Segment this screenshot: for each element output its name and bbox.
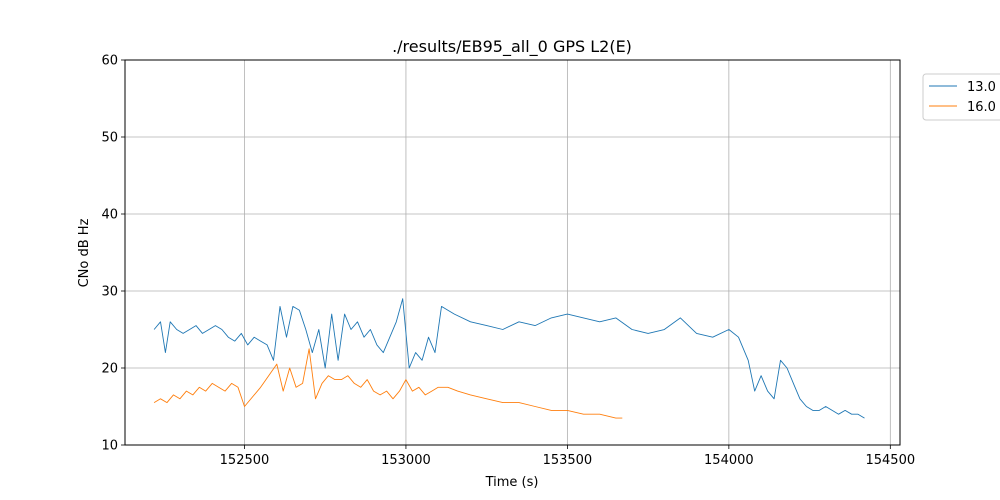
y-tick-label: 50: [101, 131, 118, 146]
x-tick-label: 152500: [220, 453, 270, 468]
x-tick-label: 153500: [543, 453, 593, 468]
x-tick-label: 153000: [381, 453, 431, 468]
legend-label-series-2: 16.0: [967, 100, 996, 115]
y-tick-label: 10: [101, 439, 118, 454]
y-tick-label: 20: [101, 362, 118, 377]
y-tick-label: 30: [101, 285, 118, 300]
series-line-2: [153, 348, 623, 419]
y-tick-label: 40: [101, 208, 118, 223]
series-lines: [153, 298, 865, 419]
legend: 13.0 16.0: [922, 73, 1000, 121]
x-tick-label: 154500: [865, 453, 915, 468]
chart-title: ./results/EB95_all_0 GPS L2(E): [392, 37, 632, 57]
x-tick-label: 154000: [704, 453, 754, 468]
series-line-1: [153, 298, 865, 419]
y-axis-ticks: 10 20 30 40 50 60: [101, 54, 125, 454]
legend-label-series-1: 13.0: [967, 80, 996, 95]
gridlines: [125, 59, 900, 446]
plot-frame: [124, 59, 901, 446]
x-axis-ticks: 152500 153000 153500 154000 154500: [220, 445, 915, 468]
y-axis-label: CNo dB Hz: [77, 218, 92, 287]
y-tick-label: 60: [101, 54, 118, 69]
x-axis-label: Time (s): [485, 475, 539, 490]
